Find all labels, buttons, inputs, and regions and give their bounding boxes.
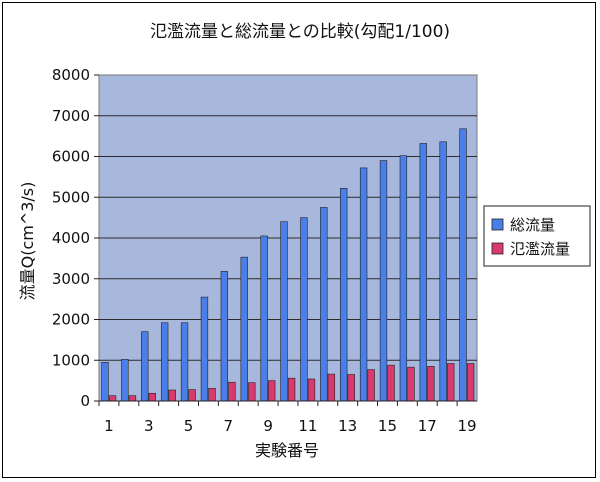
bar-series-2-point-11 xyxy=(307,378,316,402)
x-tick-label: 11 xyxy=(298,417,317,435)
bar-series-2-point-18 xyxy=(447,363,455,402)
bar-series-2-point-13 xyxy=(347,374,355,402)
bar-series-1-point-13 xyxy=(340,187,348,402)
bar-series-1-point-10 xyxy=(280,221,288,402)
legend-swatch-2 xyxy=(491,242,504,255)
bar-series-1-point-14 xyxy=(359,167,368,402)
y-tick-label: 0 xyxy=(80,392,90,410)
bar-series-1-point-2 xyxy=(121,359,129,402)
bar-series-1-point-7 xyxy=(220,271,229,402)
bar-series-2-point-10 xyxy=(287,377,296,402)
x-tick-label: 9 xyxy=(263,417,273,435)
bar-series-2-point-14 xyxy=(367,369,375,402)
x-tick-label: 3 xyxy=(144,417,154,435)
bar-series-2-point-16 xyxy=(407,366,415,402)
x-tick-label: 17 xyxy=(418,417,437,435)
bar-series-2-point-2 xyxy=(128,395,137,402)
bar-series-2-point-1 xyxy=(108,395,117,402)
bar-series-1-point-9 xyxy=(260,235,268,402)
x-axis-title: 実験番号 xyxy=(255,441,319,460)
bar-series-2-point-6 xyxy=(208,388,216,402)
chart-title: 氾濫流量と総流量との比較(勾配1/100) xyxy=(150,22,450,42)
bar-series-1-point-6 xyxy=(200,296,209,402)
x-tick-label: 13 xyxy=(338,417,357,435)
y-axis-ticks: 0 1000 2000 3000 4000 5000 6000 7000 8000 xyxy=(52,66,99,410)
bar-series-2-point-7 xyxy=(228,381,236,402)
bar-series-2-point-12 xyxy=(327,373,336,402)
bar-series-2-point-17 xyxy=(427,366,435,402)
y-axis-title: 流量Q(cm^3/s) xyxy=(18,182,37,301)
bar-series-2-point-4 xyxy=(168,389,176,402)
y-tick-label: 6000 xyxy=(52,148,90,166)
bar-series-2-point-19 xyxy=(466,363,475,402)
x-tick-label: 19 xyxy=(458,417,477,435)
legend-label-2: 氾濫流量 xyxy=(510,240,570,258)
bar-series-1-point-8 xyxy=(240,256,248,402)
bar-series-1-point-18 xyxy=(439,141,447,402)
y-tick-label: 8000 xyxy=(52,66,90,84)
bar-series-1-point-3 xyxy=(141,331,149,402)
legend-swatch-1 xyxy=(491,218,504,231)
legend-label-1: 総流量 xyxy=(510,216,555,234)
bar-series-1-point-4 xyxy=(160,322,169,402)
plot-area xyxy=(98,74,478,402)
bar-chart: 氾濫流量と総流量との比較(勾配1/100) 0 1000 2000 3000 4000 5… xyxy=(18,22,591,460)
x-tick-label: 1 xyxy=(104,417,114,435)
x-tick-label: 5 xyxy=(184,417,194,435)
bar-series-1-point-5 xyxy=(180,322,189,402)
x-axis-ticks: 1 3 5 7 9 11 13 15 17 19 xyxy=(98,401,477,435)
bar-series-1-point-1 xyxy=(101,361,109,402)
bar-series-1-point-17 xyxy=(419,143,427,402)
bar-series-2-point-5 xyxy=(188,389,196,402)
y-tick-label: 1000 xyxy=(52,351,90,369)
y-tick-label: 4000 xyxy=(52,229,90,247)
y-tick-label: 7000 xyxy=(52,107,90,125)
y-tick-label: 3000 xyxy=(52,270,90,288)
bar-series-2-point-15 xyxy=(387,364,395,402)
x-tick-label: 15 xyxy=(378,417,397,435)
bar-series-2-point-3 xyxy=(148,392,157,402)
bar-series-1-point-16 xyxy=(399,155,408,402)
bar-series-1-point-19 xyxy=(459,128,467,402)
y-tick-label: 2000 xyxy=(52,311,90,329)
y-tick-label: 5000 xyxy=(52,188,90,206)
bar-series-2-point-9 xyxy=(268,380,276,402)
bar-series-2-point-8 xyxy=(248,382,256,402)
x-tick-label: 7 xyxy=(224,417,234,435)
legend-box xyxy=(483,205,591,267)
bar-series-1-point-12 xyxy=(320,207,328,402)
bar-series-1-point-11 xyxy=(300,217,308,402)
bar-series-1-point-15 xyxy=(379,160,388,402)
chart-frame: 氾濫流量と総流量との比較(勾配1/100) 0 1000 2000 3000 4000 5… xyxy=(2,2,596,478)
